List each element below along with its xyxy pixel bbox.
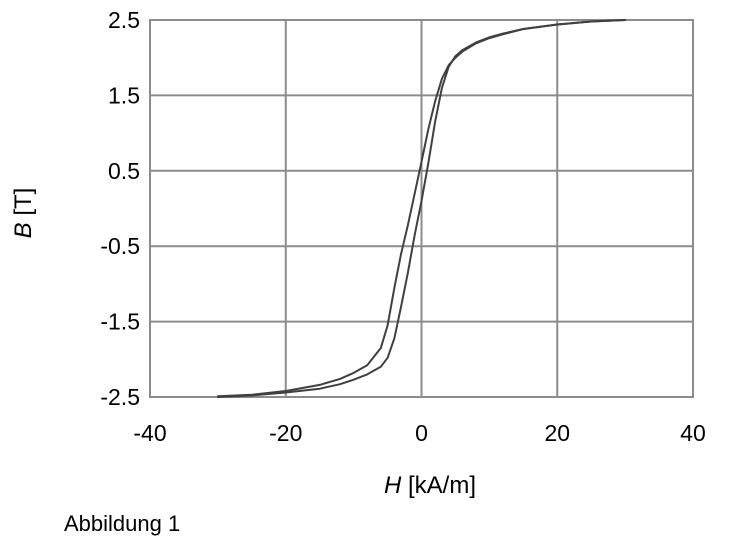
descending-branch-line <box>216 19 627 398</box>
y-tick-label: -2.5 <box>100 384 140 410</box>
x-tick-label: 40 <box>680 420 706 446</box>
x-tick-label: 20 <box>544 420 570 446</box>
y-axis-unit: [T] <box>10 188 37 216</box>
x-axis-variable: H <box>384 472 402 499</box>
x-tick-label: -40 <box>133 420 166 446</box>
y-axis-spacer <box>10 216 37 223</box>
y-tick-label: 1.5 <box>108 82 140 108</box>
y-axis-title: B [T] <box>10 188 37 239</box>
y-tick-labels: 2.5 1.5 0.5 -0.5 -1.5 -2.5 <box>100 7 140 410</box>
x-tick-labels: -40 -20 0 20 40 <box>133 420 705 446</box>
x-tick-label: 0 <box>415 420 428 446</box>
plot-border <box>149 19 694 398</box>
x-axis-title: H [kA/m] <box>384 472 476 499</box>
figure-caption: Abbildung 1 <box>64 511 181 536</box>
hysteresis-curves <box>216 19 627 398</box>
x-tick-label: -20 <box>269 420 302 446</box>
y-tick-label: -0.5 <box>100 233 140 259</box>
x-axis-unit: [kA/m] <box>408 472 476 499</box>
x-axis-spacer <box>401 472 408 499</box>
grid-lines <box>149 19 694 398</box>
y-axis-variable: B <box>10 222 37 238</box>
plot-frame <box>149 19 694 398</box>
y-tick-label: -1.5 <box>100 309 140 335</box>
y-tick-label: 2.5 <box>108 7 140 33</box>
y-tick-label: 0.5 <box>108 158 140 184</box>
